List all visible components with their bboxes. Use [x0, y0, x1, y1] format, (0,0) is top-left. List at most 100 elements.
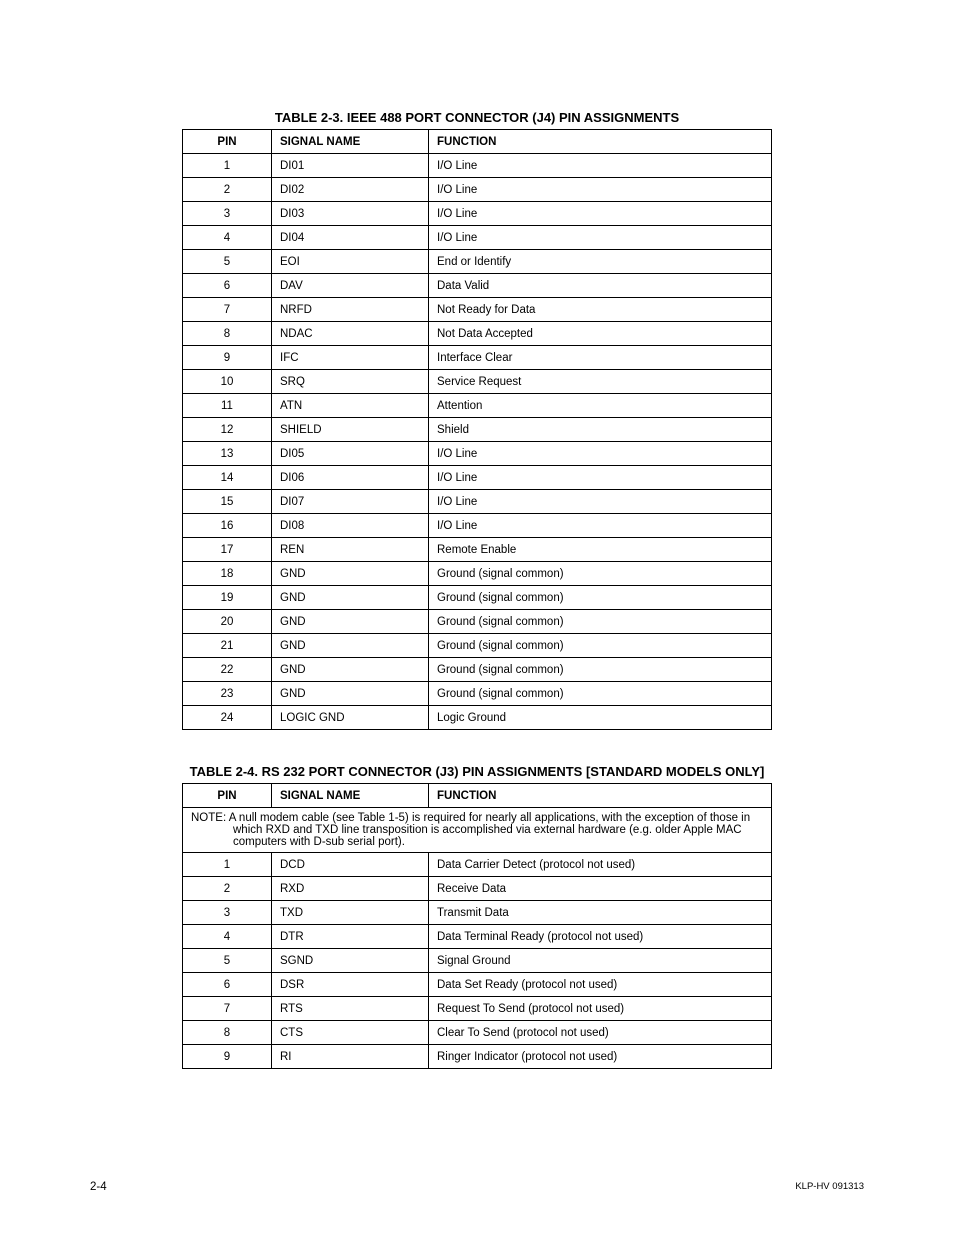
cell-function: Data Carrier Detect (protocol not used): [429, 853, 772, 877]
cell-function: Service Request: [429, 370, 772, 394]
cell-pin: 10: [183, 370, 272, 394]
table-row: 18GNDGround (signal common): [183, 562, 772, 586]
cell-function: I/O Line: [429, 466, 772, 490]
cell-signal: DI02: [272, 178, 429, 202]
cell-pin: 8: [183, 1021, 272, 1045]
cell-pin: 2: [183, 178, 272, 202]
cell-function: Attention: [429, 394, 772, 418]
table-row: 11ATNAttention: [183, 394, 772, 418]
cell-pin: 4: [183, 925, 272, 949]
cell-function: Ground (signal common): [429, 586, 772, 610]
table-row: 23GNDGround (signal common): [183, 682, 772, 706]
cell-function: I/O Line: [429, 442, 772, 466]
cell-function: Interface Clear: [429, 346, 772, 370]
cell-function: Clear To Send (protocol not used): [429, 1021, 772, 1045]
cell-pin: 24: [183, 706, 272, 730]
cell-signal: RTS: [272, 997, 429, 1021]
cell-pin: 8: [183, 322, 272, 346]
table-row: 6DAVData Valid: [183, 274, 772, 298]
footer-page-number: 2-4: [90, 1181, 107, 1193]
cell-pin: 5: [183, 250, 272, 274]
table2-note: NOTE: A null modem cable (see Table 1-5)…: [183, 808, 772, 853]
cell-function: I/O Line: [429, 490, 772, 514]
table-row: 19GNDGround (signal common): [183, 586, 772, 610]
cell-signal: GND: [272, 682, 429, 706]
cell-function: Ground (signal common): [429, 634, 772, 658]
cell-pin: 15: [183, 490, 272, 514]
table2-title: TABLE 2-4. RS 232 PORT CONNECTOR (J3) PI…: [90, 764, 864, 779]
cell-signal: RXD: [272, 877, 429, 901]
table1-header-pin: PIN: [183, 130, 272, 154]
cell-signal: DI04: [272, 226, 429, 250]
table1-title: TABLE 2-3. IEEE 488 PORT CONNECTOR (J4) …: [90, 110, 864, 125]
table-row: 16DI08I/O Line: [183, 514, 772, 538]
table-row: 13DI05I/O Line: [183, 442, 772, 466]
cell-function: Receive Data: [429, 877, 772, 901]
cell-pin: 21: [183, 634, 272, 658]
table2-header-function: FUNCTION: [429, 784, 772, 808]
cell-function: Signal Ground: [429, 949, 772, 973]
cell-signal: RI: [272, 1045, 429, 1069]
cell-pin: 11: [183, 394, 272, 418]
table-row: 6DSRData Set Ready (protocol not used): [183, 973, 772, 997]
cell-signal: SGND: [272, 949, 429, 973]
cell-function: Data Set Ready (protocol not used): [429, 973, 772, 997]
cell-signal: NDAC: [272, 322, 429, 346]
cell-signal: DI06: [272, 466, 429, 490]
table-row: 3TXDTransmit Data: [183, 901, 772, 925]
cell-pin: 9: [183, 1045, 272, 1069]
cell-signal: DCD: [272, 853, 429, 877]
cell-pin: 3: [183, 202, 272, 226]
table-row: 1DI01I/O Line: [183, 154, 772, 178]
cell-function: Shield: [429, 418, 772, 442]
cell-signal: NRFD: [272, 298, 429, 322]
cell-pin: 23: [183, 682, 272, 706]
table-row: 8NDACNot Data Accepted: [183, 322, 772, 346]
cell-function: Data Terminal Ready (protocol not used): [429, 925, 772, 949]
cell-function: Transmit Data: [429, 901, 772, 925]
table-row: 2DI02I/O Line: [183, 178, 772, 202]
cell-signal: DI07: [272, 490, 429, 514]
cell-function: I/O Line: [429, 178, 772, 202]
cell-function: Ground (signal common): [429, 610, 772, 634]
table1-header-signal: SIGNAL NAME: [272, 130, 429, 154]
cell-signal: DAV: [272, 274, 429, 298]
cell-signal: GND: [272, 562, 429, 586]
cell-signal: GND: [272, 586, 429, 610]
cell-pin: 6: [183, 973, 272, 997]
table2-header-signal: SIGNAL NAME: [272, 784, 429, 808]
cell-function: Not Ready for Data: [429, 298, 772, 322]
cell-signal: DI08: [272, 514, 429, 538]
cell-function: Remote Enable: [429, 538, 772, 562]
cell-signal: DSR: [272, 973, 429, 997]
cell-function: I/O Line: [429, 514, 772, 538]
table-row: 9IFCInterface Clear: [183, 346, 772, 370]
table-row: 22GNDGround (signal common): [183, 658, 772, 682]
cell-signal: DI01: [272, 154, 429, 178]
table-row: 21GNDGround (signal common): [183, 634, 772, 658]
cell-pin: 19: [183, 586, 272, 610]
table-row: 8CTSClear To Send (protocol not used): [183, 1021, 772, 1045]
cell-pin: 7: [183, 298, 272, 322]
table-row: 24LOGIC GNDLogic Ground: [183, 706, 772, 730]
cell-signal: DI05: [272, 442, 429, 466]
table2-note-row: NOTE: A null modem cable (see Table 1-5)…: [183, 808, 772, 853]
table-row: 20GNDGround (signal common): [183, 610, 772, 634]
table-row: 1DCDData Carrier Detect (protocol not us…: [183, 853, 772, 877]
cell-function: Request To Send (protocol not used): [429, 997, 772, 1021]
table1-header-function: FUNCTION: [429, 130, 772, 154]
cell-function: I/O Line: [429, 226, 772, 250]
cell-signal: GND: [272, 610, 429, 634]
cell-function: Ringer Indicator (protocol not used): [429, 1045, 772, 1069]
table-row: 5SGNDSignal Ground: [183, 949, 772, 973]
table-row: 17RENRemote Enable: [183, 538, 772, 562]
table1: PIN SIGNAL NAME FUNCTION 1DI01I/O Line2D…: [182, 129, 772, 730]
cell-pin: 3: [183, 901, 272, 925]
page-footer: 2-4 KLP-HV 091313: [90, 1181, 864, 1193]
table-row: 3DI03I/O Line: [183, 202, 772, 226]
cell-pin: 14: [183, 466, 272, 490]
cell-signal: EOI: [272, 250, 429, 274]
cell-signal: GND: [272, 658, 429, 682]
cell-function: End or Identify: [429, 250, 772, 274]
footer-doc-id: KLP-HV 091313: [795, 1181, 864, 1192]
